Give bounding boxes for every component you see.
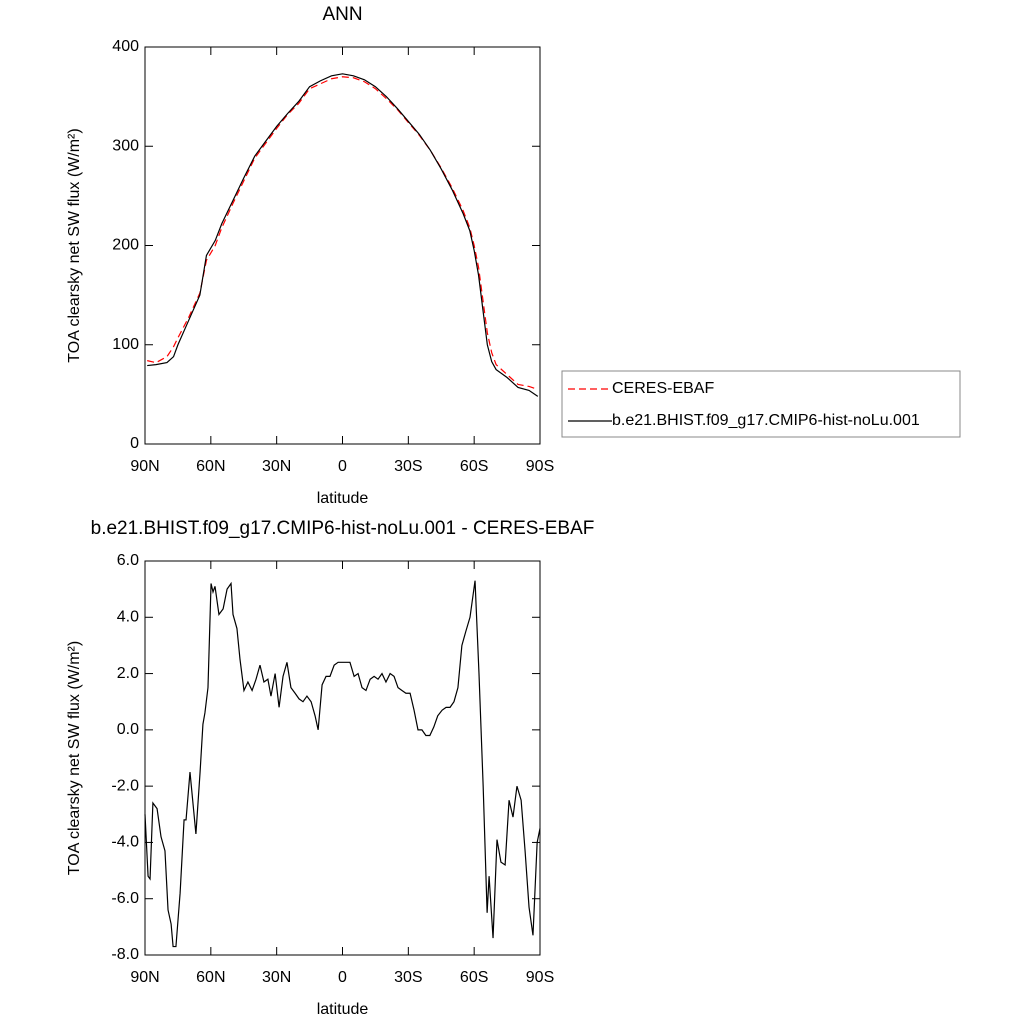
plot-frame xyxy=(144,46,541,445)
y-axis-label: TOA clearsky net SW flux (W/m²) xyxy=(66,128,83,362)
y-tick-label: 0.0 xyxy=(117,721,139,738)
x-tick-label: 60S xyxy=(460,969,488,986)
y-tick-label: -4.0 xyxy=(111,834,139,851)
y-tick-label: 2.0 xyxy=(117,665,139,682)
x-tick-label: 0 xyxy=(338,458,347,475)
legend-box xyxy=(561,370,961,438)
x-tick-label: 0 xyxy=(338,969,347,986)
x-axis-label: latitude xyxy=(317,1001,369,1018)
data-line xyxy=(147,76,539,390)
x-tick-label: 30S xyxy=(394,458,422,475)
y-tick-label: -8.0 xyxy=(111,946,139,963)
x-tick-label: 30S xyxy=(394,969,422,986)
y-tick-label: 200 xyxy=(112,237,139,254)
y-tick-label: 0 xyxy=(130,435,139,452)
legend-label: CERES-EBAF xyxy=(612,380,714,397)
chart-title: b.e21.BHIST.f09_g17.CMIP6-hist-noLu.001 … xyxy=(91,518,595,539)
x-tick-label: 60N xyxy=(196,969,225,986)
data-line xyxy=(144,580,541,948)
x-tick-label: 60N xyxy=(196,458,225,475)
x-tick-label: 90N xyxy=(130,969,159,986)
chart-title: ANN xyxy=(322,4,362,25)
y-tick-label: 100 xyxy=(112,336,139,353)
y-tick-label: 4.0 xyxy=(117,609,139,626)
legend-label: b.e21.BHIST.f09_g17.CMIP6-hist-noLu.001 xyxy=(612,412,920,429)
y-axis-label: TOA clearsky net SW flux (W/m²) xyxy=(66,641,83,875)
x-tick-label: 30N xyxy=(262,458,291,475)
data-line xyxy=(147,73,539,397)
y-tick-label: 6.0 xyxy=(117,552,139,569)
x-tick-label: 90S xyxy=(526,969,554,986)
x-tick-label: 60S xyxy=(460,458,488,475)
x-axis-label: latitude xyxy=(317,490,369,507)
x-tick-label: 90N xyxy=(130,458,159,475)
y-tick-label: -2.0 xyxy=(111,777,139,794)
plot-frame xyxy=(144,560,541,956)
x-tick-label: 90S xyxy=(526,458,554,475)
x-tick-label: 30N xyxy=(262,969,291,986)
y-tick-label: 400 xyxy=(112,38,139,55)
y-tick-label: 300 xyxy=(112,137,139,154)
y-tick-label: -6.0 xyxy=(111,890,139,907)
